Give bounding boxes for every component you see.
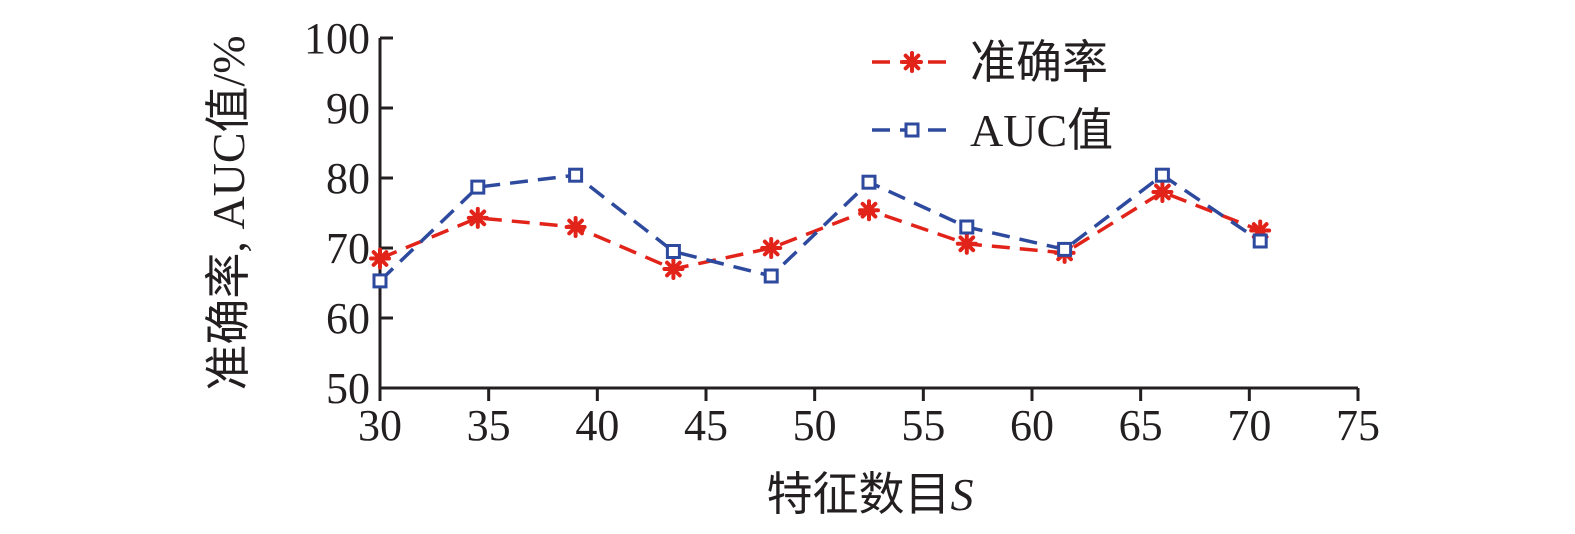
asterisk-stroke xyxy=(469,209,487,227)
asterisk-stroke xyxy=(1154,183,1171,201)
asterisk-marker xyxy=(1151,181,1174,203)
x-tick-label: 45 xyxy=(684,401,728,450)
square-marker xyxy=(470,179,486,195)
asterisk-stroke xyxy=(958,235,976,253)
asterisk-stroke xyxy=(762,239,780,257)
axes: 50 60 70 80 90 100 30 35 40 45 50 55 60 65 70 75 xyxy=(304,14,1380,450)
x-tick-label: 50 xyxy=(793,401,837,450)
y-tick-label: 100 xyxy=(304,14,370,63)
y-axis-title: 准确率, AUC值/% xyxy=(203,35,254,390)
legend-item: 准确率 xyxy=(872,37,1108,88)
square-marker xyxy=(763,268,779,284)
series-layer xyxy=(369,167,1272,289)
axis-titles: 特征数目S 准确率, AUC值/% xyxy=(203,35,974,520)
square-marker xyxy=(861,174,877,190)
square-marker xyxy=(1252,233,1268,249)
asterisk-marker xyxy=(564,216,587,238)
series-auc xyxy=(372,167,1268,289)
legend-item: AUC值 xyxy=(872,105,1113,156)
legend-label: AUC值 xyxy=(970,105,1113,156)
x-tick-label: 75 xyxy=(1336,401,1380,450)
asterisk-marker xyxy=(901,51,923,73)
y-tick-label: 80 xyxy=(326,154,370,203)
asterisk-marker xyxy=(369,247,391,270)
y-tick-label: 70 xyxy=(326,224,370,273)
x-tick-label: 55 xyxy=(901,401,945,450)
square-marker xyxy=(1057,241,1073,257)
x-tick-label: 65 xyxy=(1119,401,1163,450)
asterisk-marker xyxy=(760,237,783,259)
series-accuracy xyxy=(369,181,1272,280)
x-tick-label: 35 xyxy=(467,401,511,450)
asterisk-marker xyxy=(955,232,978,255)
x-axis-title-variable: S xyxy=(951,469,974,520)
square-marker xyxy=(904,122,920,138)
y-tick-label: 90 xyxy=(326,84,370,133)
square-marker xyxy=(665,244,681,259)
series-line xyxy=(378,173,1262,283)
square-marker xyxy=(959,219,975,235)
x-tick-label: 30 xyxy=(358,401,402,450)
asterisk-stroke xyxy=(371,250,389,267)
asterisk-stroke xyxy=(665,260,682,278)
x-tick-label: 40 xyxy=(575,401,619,450)
asterisk-stroke xyxy=(567,218,584,236)
asterisk-stroke xyxy=(903,53,921,71)
asterisk-marker xyxy=(858,199,880,222)
asterisk-marker xyxy=(662,258,685,280)
series-line xyxy=(379,190,1261,271)
asterisk-stroke xyxy=(860,201,878,219)
legend: 准确率 AUC值 xyxy=(872,37,1113,156)
asterisk-marker xyxy=(466,206,489,229)
x-tick-label: 60 xyxy=(1010,401,1054,450)
square-marker xyxy=(372,273,388,289)
square-marker xyxy=(1154,167,1170,183)
x-tick-label: 70 xyxy=(1227,401,1271,450)
y-tick-label: 60 xyxy=(326,294,370,343)
legend-label: 准确率 xyxy=(970,37,1108,88)
y-tick-label: 50 xyxy=(326,364,370,413)
x-axis-title: 特征数目S xyxy=(767,469,974,520)
x-axis-title-text: 特征数目 xyxy=(767,469,951,520)
square-marker xyxy=(568,167,584,183)
